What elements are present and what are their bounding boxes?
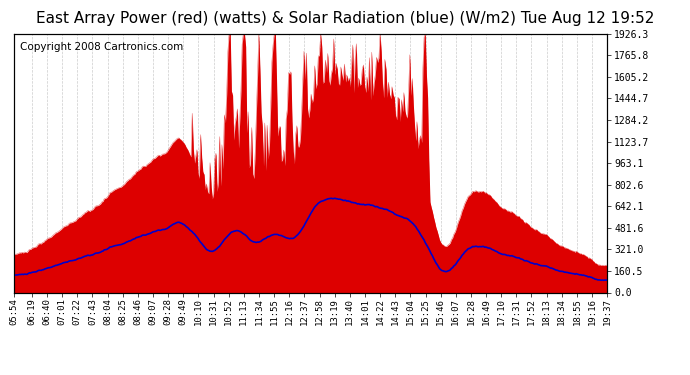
Text: Copyright 2008 Cartronics.com: Copyright 2008 Cartronics.com (20, 42, 183, 51)
Text: East Array Power (red) (watts) & Solar Radiation (blue) (W/m2) Tue Aug 12 19:52: East Array Power (red) (watts) & Solar R… (36, 11, 654, 26)
